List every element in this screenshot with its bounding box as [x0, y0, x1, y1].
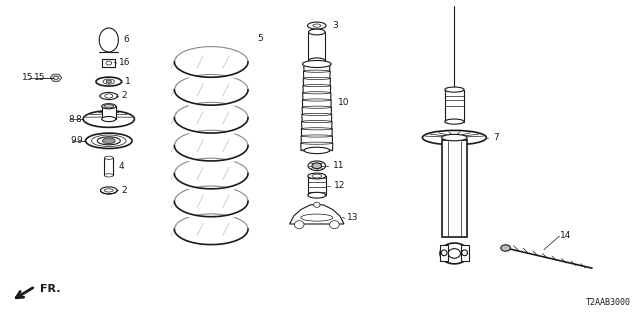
Text: 8: 8 — [76, 115, 81, 124]
Ellipse shape — [308, 58, 325, 64]
Ellipse shape — [500, 245, 511, 251]
Ellipse shape — [301, 142, 333, 144]
Ellipse shape — [301, 128, 332, 130]
Ellipse shape — [302, 121, 332, 123]
Bar — [461, 245, 468, 261]
Ellipse shape — [308, 161, 326, 171]
Text: 10: 10 — [338, 98, 349, 107]
Ellipse shape — [442, 134, 467, 141]
Ellipse shape — [104, 105, 114, 108]
Ellipse shape — [445, 119, 464, 124]
Text: 6: 6 — [124, 36, 129, 44]
Ellipse shape — [104, 156, 113, 159]
Ellipse shape — [303, 106, 332, 108]
Ellipse shape — [422, 131, 486, 145]
Ellipse shape — [96, 77, 122, 86]
Ellipse shape — [312, 163, 322, 169]
Ellipse shape — [308, 29, 325, 35]
Ellipse shape — [303, 84, 330, 87]
Text: 2: 2 — [121, 186, 127, 195]
Ellipse shape — [100, 187, 117, 194]
Ellipse shape — [86, 133, 132, 148]
Ellipse shape — [294, 221, 304, 228]
Ellipse shape — [106, 80, 111, 83]
Ellipse shape — [104, 174, 113, 177]
Ellipse shape — [54, 76, 58, 79]
Ellipse shape — [301, 135, 332, 137]
Ellipse shape — [102, 138, 115, 144]
Text: 9: 9 — [77, 136, 83, 145]
Ellipse shape — [304, 70, 330, 72]
Ellipse shape — [83, 111, 134, 127]
Ellipse shape — [448, 249, 461, 258]
Ellipse shape — [314, 202, 320, 207]
Text: 15: 15 — [33, 73, 45, 82]
Text: 7: 7 — [493, 133, 499, 142]
Bar — [102, 106, 116, 119]
Text: 13: 13 — [347, 213, 358, 222]
Ellipse shape — [103, 79, 115, 84]
Ellipse shape — [301, 149, 333, 151]
Text: T2AAB3000: T2AAB3000 — [586, 298, 630, 307]
Text: 11: 11 — [333, 161, 344, 170]
Polygon shape — [290, 205, 344, 224]
Ellipse shape — [462, 250, 467, 256]
Ellipse shape — [97, 137, 120, 145]
Ellipse shape — [104, 189, 113, 192]
Text: 4: 4 — [118, 162, 124, 171]
Ellipse shape — [303, 77, 330, 79]
Bar — [308, 32, 325, 61]
Ellipse shape — [308, 192, 326, 198]
Ellipse shape — [304, 147, 330, 154]
Polygon shape — [51, 74, 61, 81]
Bar — [442, 140, 467, 237]
Bar — [445, 90, 464, 122]
Text: FR.: FR. — [40, 284, 61, 294]
Text: 1: 1 — [125, 77, 131, 86]
Ellipse shape — [440, 243, 468, 264]
Ellipse shape — [442, 250, 447, 256]
Text: 2: 2 — [121, 92, 127, 100]
Ellipse shape — [303, 92, 331, 94]
Ellipse shape — [102, 104, 116, 109]
Ellipse shape — [330, 221, 339, 228]
Ellipse shape — [105, 94, 113, 98]
Ellipse shape — [99, 28, 118, 52]
Ellipse shape — [100, 92, 118, 100]
Text: 8: 8 — [69, 115, 75, 124]
Bar — [451, 141, 458, 236]
Text: 16: 16 — [119, 58, 131, 67]
Ellipse shape — [303, 99, 331, 101]
Ellipse shape — [308, 173, 326, 179]
Text: 9: 9 — [70, 136, 76, 145]
Bar — [308, 176, 326, 195]
Bar — [100, 92, 118, 100]
Ellipse shape — [445, 87, 464, 92]
Ellipse shape — [313, 24, 321, 27]
Ellipse shape — [303, 60, 332, 68]
Ellipse shape — [302, 113, 332, 116]
Text: 12: 12 — [334, 181, 346, 190]
Ellipse shape — [102, 116, 116, 122]
Ellipse shape — [312, 174, 322, 178]
Text: 3: 3 — [332, 21, 338, 30]
Text: 5: 5 — [258, 34, 263, 43]
Ellipse shape — [106, 61, 112, 65]
Bar — [104, 158, 113, 175]
Bar — [440, 245, 448, 261]
Bar — [102, 59, 115, 67]
Text: 15: 15 — [22, 73, 33, 82]
Ellipse shape — [307, 22, 326, 29]
Text: 14: 14 — [560, 231, 572, 240]
